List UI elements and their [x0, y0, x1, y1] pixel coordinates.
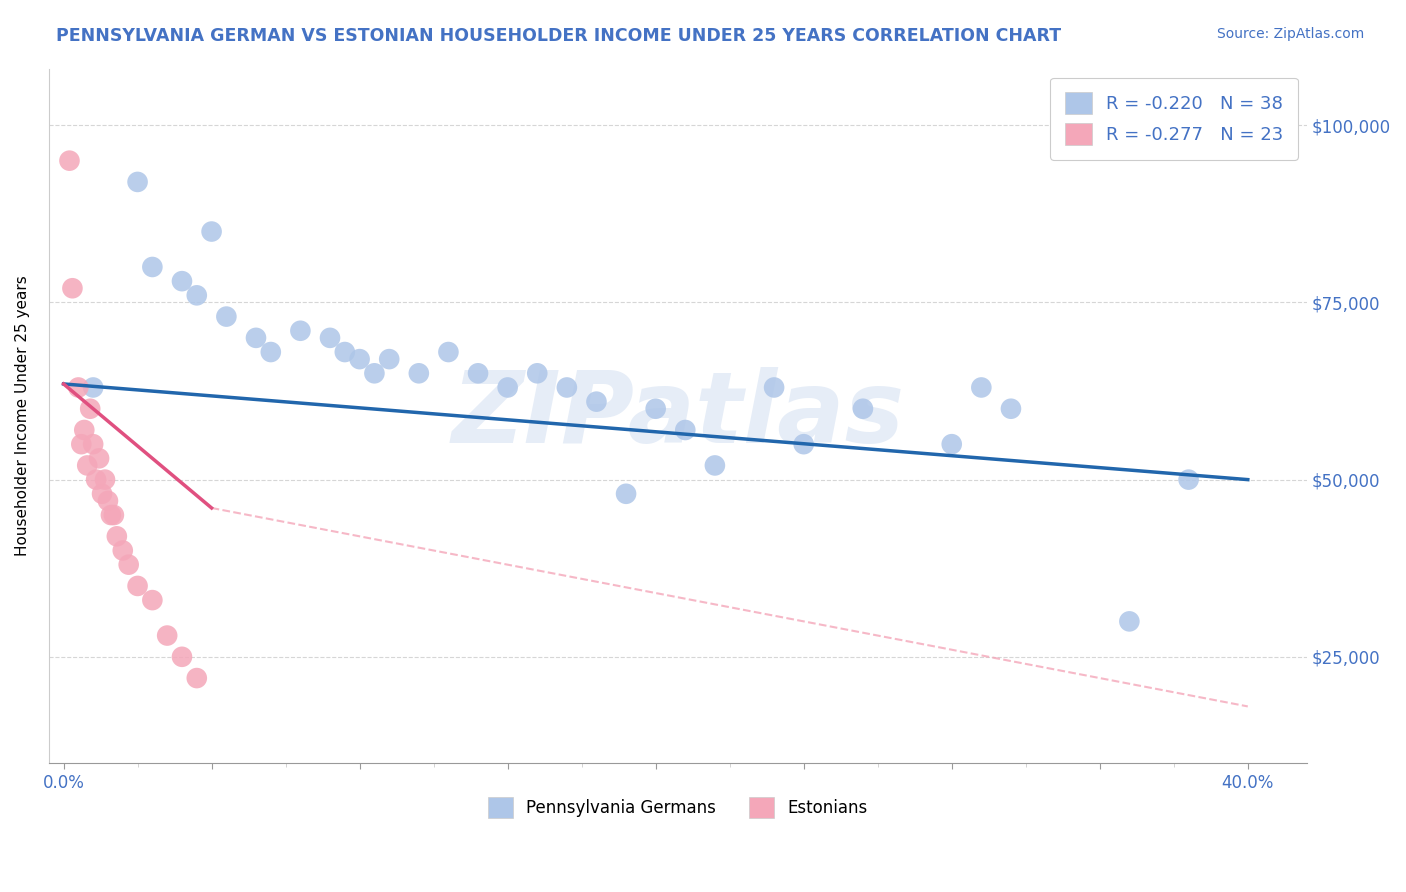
Point — [215, 310, 238, 324]
Point — [673, 423, 696, 437]
Y-axis label: Householder Income Under 25 years: Householder Income Under 25 years — [15, 276, 30, 557]
Point — [103, 508, 125, 522]
Point — [378, 352, 401, 367]
Point — [156, 628, 179, 642]
Point — [127, 175, 149, 189]
Point — [793, 437, 815, 451]
Point — [141, 593, 163, 607]
Point — [97, 494, 120, 508]
Point — [76, 458, 98, 473]
Point — [408, 366, 430, 380]
Point — [1177, 473, 1199, 487]
Point — [127, 579, 149, 593]
Point — [290, 324, 312, 338]
Point — [82, 437, 104, 451]
Point — [62, 281, 84, 295]
Point — [970, 380, 993, 394]
Point — [1118, 615, 1140, 629]
Point — [186, 671, 208, 685]
Point — [170, 274, 193, 288]
Point — [349, 352, 371, 367]
Point — [941, 437, 963, 451]
Point — [555, 380, 578, 394]
Point — [526, 366, 548, 380]
Text: Source: ZipAtlas.com: Source: ZipAtlas.com — [1216, 27, 1364, 41]
Point — [118, 558, 141, 572]
Point — [105, 529, 128, 543]
Point — [763, 380, 786, 394]
Point — [73, 423, 96, 437]
Point — [319, 331, 342, 345]
Point — [94, 473, 117, 487]
Point — [141, 260, 163, 274]
Point — [58, 153, 80, 168]
Point — [585, 394, 607, 409]
Point — [644, 401, 666, 416]
Point — [363, 366, 385, 380]
Point — [170, 649, 193, 664]
Point — [467, 366, 489, 380]
Point — [245, 331, 267, 345]
Point — [333, 345, 356, 359]
Point — [87, 451, 110, 466]
Point — [703, 458, 725, 473]
Point — [852, 401, 875, 416]
Point — [67, 380, 90, 394]
Text: ZIPatlas: ZIPatlas — [451, 368, 904, 465]
Point — [84, 473, 107, 487]
Point — [70, 437, 93, 451]
Point — [82, 380, 104, 394]
Point — [186, 288, 208, 302]
Point — [614, 487, 637, 501]
Point — [496, 380, 519, 394]
Point — [260, 345, 283, 359]
Legend: Pennsylvania Germans, Estonians: Pennsylvania Germans, Estonians — [481, 790, 875, 824]
Point — [200, 225, 222, 239]
Point — [1000, 401, 1022, 416]
Point — [100, 508, 122, 522]
Point — [437, 345, 460, 359]
Point — [111, 543, 134, 558]
Point — [79, 401, 101, 416]
Text: PENNSYLVANIA GERMAN VS ESTONIAN HOUSEHOLDER INCOME UNDER 25 YEARS CORRELATION CH: PENNSYLVANIA GERMAN VS ESTONIAN HOUSEHOL… — [56, 27, 1062, 45]
Point — [91, 487, 114, 501]
